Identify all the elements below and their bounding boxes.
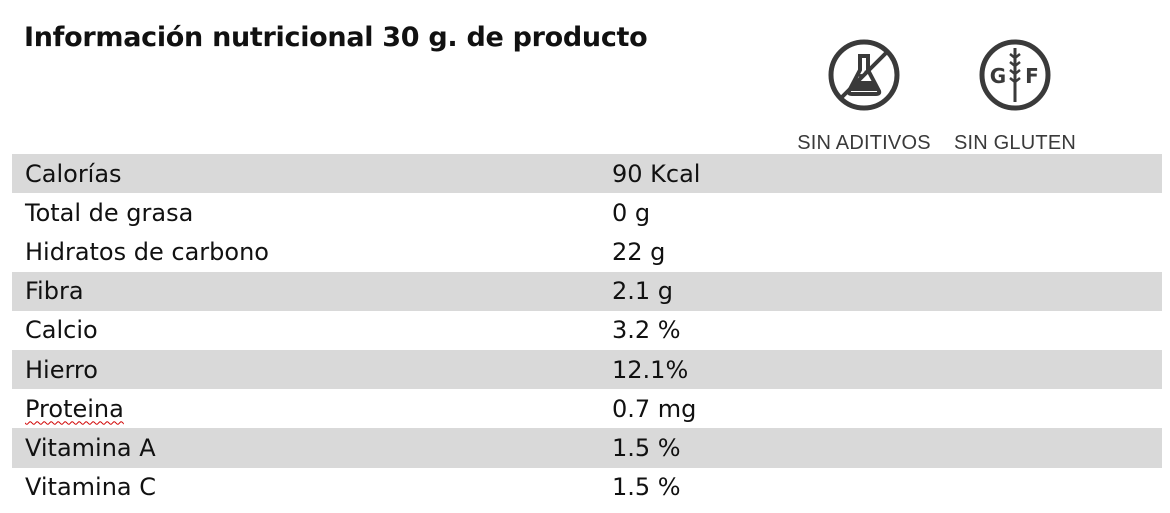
spellcheck-word: Proteina	[25, 394, 124, 423]
badge-label: SIN ADITIVOS	[797, 132, 931, 154]
badge-label: SIN GLUTEN	[953, 132, 1077, 154]
nutrient-name: Vitamina C	[25, 473, 157, 502]
nutrient-name: Hierro	[25, 355, 98, 384]
nutrient-name: Vitamina A	[25, 433, 156, 462]
badge-sin-aditivos: SIN ADITIVOS	[789, 36, 939, 155]
table-row: Vitamina C 1.5 %	[12, 468, 1162, 507]
table-row: Total de grasa 0 g	[12, 193, 1162, 232]
gluten-letter-f: F	[1025, 64, 1039, 88]
table-row: Fibra 2.1 g	[12, 271, 1162, 311]
nutrient-name: Fibra	[25, 277, 84, 306]
badge-sin-gluten: G F SIN GLUTEN	[940, 36, 1090, 155]
nutrient-value: 22 g	[612, 237, 666, 266]
table-row: Proteina 0.7 mg	[12, 389, 1162, 428]
nutrient-value: 90 Kcal	[612, 159, 701, 188]
page-title: Información nutricional 30 g. de product…	[24, 22, 648, 53]
nutrient-name: Calcio	[25, 316, 98, 345]
table-row: Hierro 12.1%	[12, 349, 1162, 390]
nutrition-table: Calorías 90 Kcal Total de grasa 0 g Hidr…	[12, 154, 1162, 507]
nutrient-value: 2.1 g	[612, 277, 674, 306]
table-row: Calorías 90 Kcal	[12, 154, 1162, 194]
nutrient-value: 12.1%	[612, 355, 689, 384]
nutrient-name: Proteina	[12, 395, 612, 423]
nutrient-value: 0 g	[612, 198, 651, 227]
nutrient-name: Calorías	[25, 159, 122, 188]
gluten-free-wheat-icon: G F	[979, 39, 1051, 111]
nutrient-value: 1.5 %	[612, 433, 681, 462]
nutrient-name: Hidratos de carbono	[25, 237, 269, 266]
no-additives-flask-icon	[828, 39, 900, 111]
nutrient-value: 1.5 %	[612, 473, 681, 502]
nutrient-value: 3.2 %	[612, 316, 681, 345]
nutrient-name: Total de grasa	[25, 198, 194, 227]
table-row: Vitamina A 1.5 %	[12, 428, 1162, 468]
nutrient-value: 0.7 mg	[612, 394, 697, 423]
table-row: Hidratos de carbono 22 g	[12, 232, 1162, 271]
table-row: Calcio 3.2 %	[12, 311, 1162, 350]
gluten-letter-g: G	[990, 64, 1006, 88]
